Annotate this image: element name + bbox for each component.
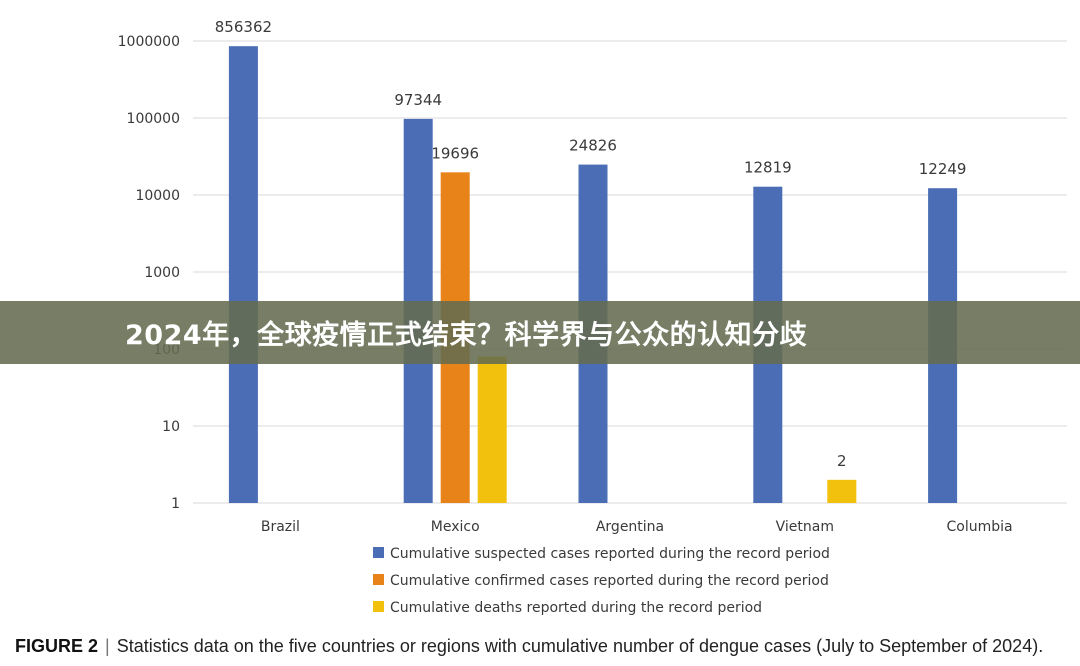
legend-swatch [373,601,384,612]
caption-text: Statistics data on the five countries or… [116,636,1044,656]
x-category-label: Mexico [431,519,480,535]
bar-vietnam-series-3 [827,479,857,503]
caption-separator: | [105,636,110,656]
legend-swatch [373,574,384,585]
legend-label: Cumulative confirmed cases reported duri… [390,573,829,589]
data-label: 2 [837,452,847,470]
data-label: 97344 [394,91,442,109]
bar-brazil-series-1 [228,46,258,503]
data-label: 12819 [744,159,792,177]
y-tick-label: 100000 [127,111,180,127]
y-tick-label: 1 [171,496,180,512]
figure-caption: FIGURE 2 | Statistics data on the five cou… [15,636,1075,657]
legend-label: Cumulative deaths reported during the re… [390,600,762,616]
data-label: 19696 [431,144,479,162]
y-tick-label: 10 [162,419,180,435]
legend-label: Cumulative suspected cases reported duri… [390,546,830,562]
data-label: 856362 [215,18,272,36]
bar-chart: 1101001000100001000001000000856362Brazil… [118,18,1067,616]
data-label: 24826 [569,137,617,155]
data-label: 12249 [919,160,967,178]
x-category-label: Argentina [596,519,664,535]
x-category-label: Vietnam [776,519,834,535]
y-tick-label: 1000000 [118,34,180,50]
y-tick-label: 10000 [135,188,180,204]
x-category-label: Columbia [947,519,1013,535]
x-category-label: Brazil [261,519,300,535]
bar-mexico-series-3 [477,356,507,503]
y-tick-label: 1000 [144,265,180,281]
legend-swatch [373,547,384,558]
banner-title: 2024年，全球疫情正式结束？科学界与公众的认知分歧 [125,320,808,351]
figure-label: FIGURE 2 [15,636,99,656]
title-banner: 2024年，全球疫情正式结束？科学界与公众的认知分歧 [0,301,1080,364]
